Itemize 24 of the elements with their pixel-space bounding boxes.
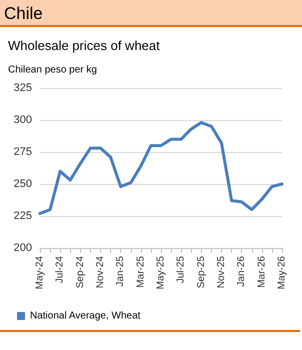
line-series — [38, 121, 284, 215]
x-tick-label: Jan-26 — [236, 256, 248, 287]
y-tick-label: 300 — [14, 114, 32, 126]
y-tick-label: 200 — [14, 242, 32, 254]
y-tick-label: 250 — [14, 178, 32, 190]
chart-subtitle: Wholesale prices of wheat — [8, 38, 160, 53]
x-tick-label: Jul-24 — [54, 256, 66, 284]
x-tick-label: Sep-24 — [74, 256, 86, 288]
y-tick-label: 275 — [14, 146, 32, 158]
x-tick-label: Nov-24 — [95, 256, 106, 288]
chart-title: Chile — [0, 0, 302, 27]
x-tick-label: May-24 — [34, 256, 46, 290]
y-axis-title: Chilean peso per kg — [8, 64, 97, 76]
x-tick-label: Jul-25 — [176, 256, 187, 284]
x-tick-label: Mar-25 — [135, 256, 146, 288]
legend-label: National Average, Wheat — [30, 310, 141, 322]
x-tick-label: Mar-26 — [256, 256, 268, 288]
x-tick-label: May-25 — [156, 256, 166, 290]
y-tick-label: 325 — [14, 82, 32, 94]
x-tick-label: Sep-25 — [196, 256, 207, 288]
x-tick-label: Jan-25 — [115, 256, 126, 287]
y-tick-label: 225 — [14, 210, 32, 222]
x-tick-label: May-26 — [276, 256, 288, 290]
x-tick-label: Nov-25 — [216, 256, 227, 288]
